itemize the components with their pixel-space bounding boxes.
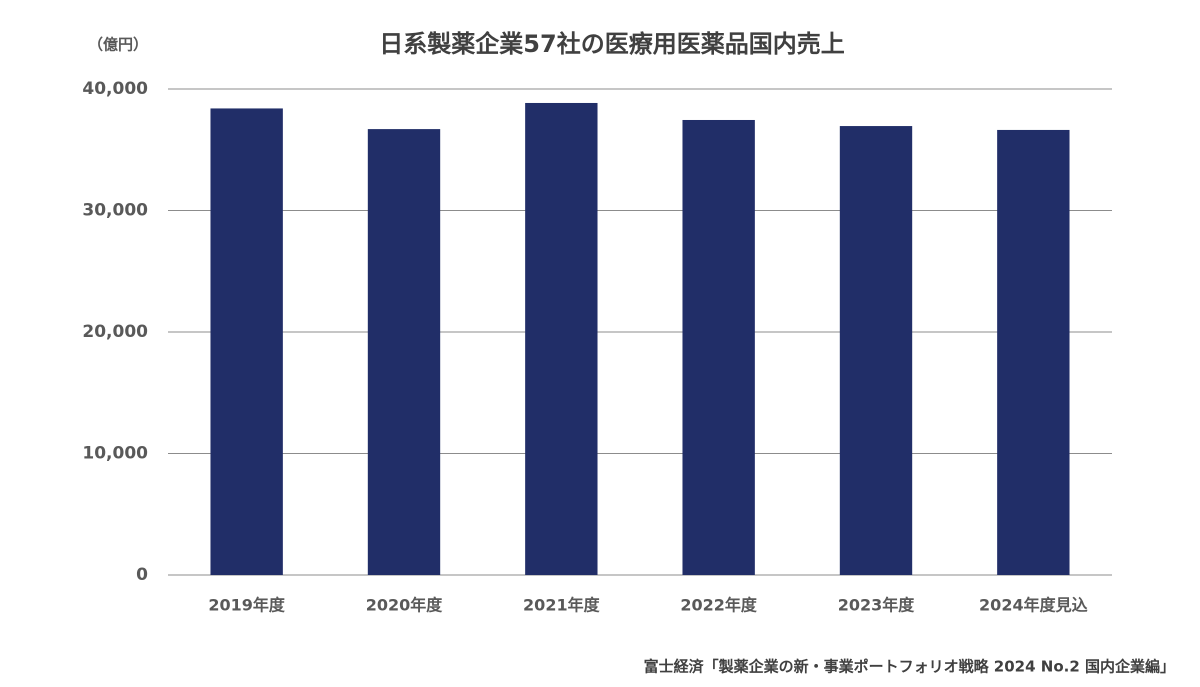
- source-note: 富士経済「製薬企業の新・事業ポートフォリオ戦略 2024 No.2 国内企業編」: [644, 658, 1175, 676]
- x-tick-label: 2019年度: [208, 596, 286, 615]
- x-tick-label: 2023年度: [838, 596, 916, 615]
- x-tick-label: 2020年度: [366, 596, 444, 615]
- y-tick-label: 20,000: [82, 322, 148, 342]
- y-tick-label: 10,000: [82, 444, 148, 464]
- x-tick-label: 2024年度見込: [979, 596, 1088, 615]
- y-axis-label: （億円）: [88, 36, 148, 54]
- y-tick-label: 0: [136, 565, 148, 585]
- bar: [210, 108, 283, 575]
- bar: [367, 129, 441, 575]
- bar: [839, 126, 913, 576]
- x-tick-label: 2021年度: [523, 596, 601, 615]
- bar: [682, 119, 755, 576]
- chart-title: 日系製薬企業57社の医療用医薬品国内売上: [379, 30, 844, 58]
- bar: [525, 102, 598, 575]
- x-tick-label: 2022年度: [680, 596, 758, 615]
- y-tick-label: 40,000: [82, 79, 148, 99]
- bar: [997, 129, 1070, 575]
- y-tick-label: 30,000: [82, 201, 148, 221]
